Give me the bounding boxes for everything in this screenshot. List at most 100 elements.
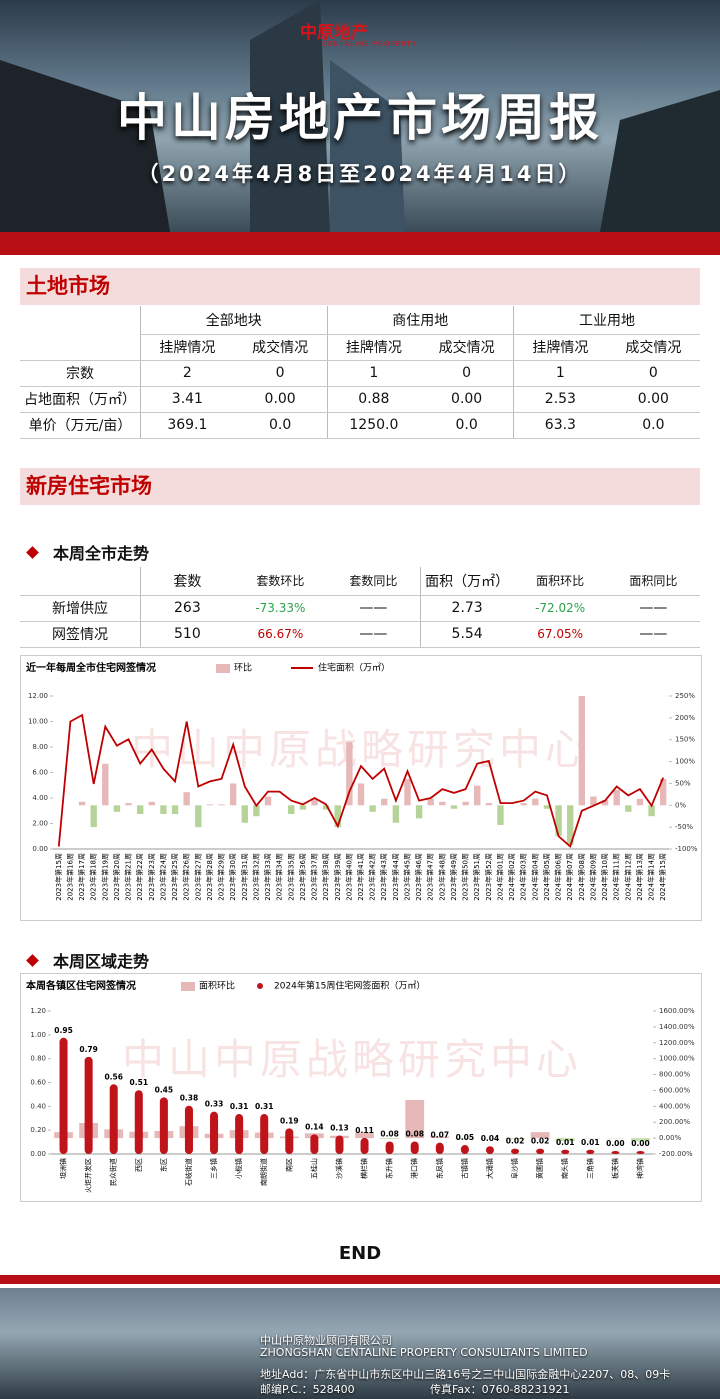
cell: 0.0	[420, 412, 514, 439]
x-tick-label: 阜沙镇	[510, 1158, 519, 1179]
y2-tick-label: 200.00%	[659, 1118, 690, 1126]
column	[235, 1114, 244, 1154]
header-row: 全部地块 商住用地 工业用地	[20, 306, 700, 335]
report-period: （2024年4月8日至2024年4月14日）	[137, 162, 583, 186]
x-tick-label: 东区	[159, 1158, 168, 1172]
x-tick-label: 2023年第16周	[65, 853, 74, 901]
bar	[543, 805, 551, 809]
column	[184, 1105, 193, 1154]
data-label: 0.31	[230, 1102, 249, 1111]
data-row: 新增供应 263 -73.33% —— 2.73 -72.02% ——	[20, 595, 700, 622]
bar	[334, 805, 341, 828]
x-tick-label: 2024年第05周	[542, 853, 551, 901]
x-tick-label: 横栏镇	[360, 1158, 369, 1179]
x-tick-label: 2023年第31周	[240, 853, 249, 901]
data-label: 0.33	[205, 1100, 224, 1109]
address: 地址Add：广东省中山市东区中山三路16号之三中山国际金融中心2207、08、0…	[260, 1368, 671, 1381]
x-tick-label: 2024年第11周	[612, 853, 621, 901]
end-mark: END	[338, 1243, 382, 1264]
bar	[125, 803, 132, 806]
cell: 0.0	[233, 412, 327, 439]
bar	[631, 1138, 650, 1142]
legend-swatch	[216, 664, 230, 673]
x-tick-label: 2023年第38周	[321, 853, 330, 901]
data-row: 单价（万元/亩） 369.1 0.0 1250.0 0.0 63.3 0.0	[20, 412, 700, 439]
x-tick-label: 2024年第07周	[565, 853, 574, 901]
x-tick-label: 2024年第14周	[647, 853, 656, 901]
x-tick-label: 2023年第30周	[228, 853, 237, 901]
x-tick-label: 2024年第01周	[495, 853, 504, 901]
y-tick-label: 10.00	[28, 718, 48, 726]
data-label: 0.02	[531, 1137, 550, 1146]
bar	[346, 741, 353, 806]
y2-tick-label: 0.00%	[659, 1134, 682, 1142]
cell: 0.0	[606, 412, 700, 439]
row-label: 新增供应	[20, 595, 141, 622]
x-tick-label: 南头镇	[560, 1158, 569, 1179]
data-label: 0.00	[606, 1139, 625, 1148]
subsection-title: 本周全市走势	[28, 540, 149, 564]
y2-tick-label: 100%	[675, 758, 695, 766]
red-band	[0, 1275, 720, 1284]
x-tick-label: 东凤镇	[435, 1158, 444, 1179]
column-header: 套数	[139, 567, 234, 596]
data-label: 0.38	[180, 1094, 199, 1103]
bar	[357, 783, 365, 806]
x-tick-label: 小榄镇	[234, 1158, 243, 1179]
column	[360, 1137, 369, 1154]
x-tick-label: 2023年第15周	[54, 853, 63, 901]
y2-tick-label: 1600.00%	[659, 1007, 695, 1015]
bar	[195, 805, 202, 828]
x-tick-label: 2023年第18周	[89, 853, 98, 901]
y2-tick-label: 0%	[675, 801, 686, 809]
bar	[241, 805, 248, 823]
cell: 0.00	[606, 386, 700, 413]
x-tick-label: 坦洲镇	[59, 1158, 68, 1179]
land-table: 全部地块 商住用地 工业用地 挂牌情况 成交情况 挂牌情况 成交情况 挂牌情况 成交情况 宗数 2 0…	[20, 306, 700, 439]
x-tick-label: 2024年第04周	[530, 853, 539, 901]
column	[385, 1141, 394, 1154]
data-label: 0.02	[506, 1137, 525, 1146]
x-tick-label: 2023年第28周	[205, 853, 214, 901]
column-header: 成交情况	[420, 334, 514, 361]
bar	[206, 804, 214, 806]
building	[0, 60, 170, 232]
x-tick-label: 2023年第19周	[100, 853, 109, 901]
header-row: 套数 套数环比 套数同比 面积（万㎡） 面积环比 面积同比	[20, 567, 700, 596]
x-tick-label: 2023年第46周	[414, 853, 423, 901]
x-tick-label: 2023年第32周	[251, 853, 260, 901]
y2-tick-label: 800.00%	[659, 1071, 690, 1079]
bar	[78, 801, 86, 806]
column-header: 面积环比	[513, 567, 607, 596]
column	[285, 1128, 294, 1154]
company: 中山中原物业顾问有限公司	[260, 1334, 392, 1347]
x-tick-label: 2024年第09周	[588, 853, 597, 901]
y-tick-label: 6.00	[32, 769, 48, 777]
y-tick-label: 4.00	[32, 794, 48, 802]
report-title: 中山房地产市场周报	[117, 89, 603, 147]
cell	[20, 306, 141, 334]
bar	[648, 805, 655, 817]
column	[460, 1145, 469, 1154]
postcode: 邮编P.C.：528400	[260, 1383, 355, 1396]
red-band	[0, 232, 720, 255]
data-label: 0.95	[54, 1026, 73, 1035]
x-tick-label: 西区	[135, 1158, 143, 1172]
data-label: 0.45	[155, 1085, 174, 1094]
group-header: 商住用地	[326, 306, 514, 335]
column	[561, 1149, 570, 1154]
bar	[505, 1138, 525, 1140]
row-label: 占地面积（万㎡）	[20, 386, 141, 413]
group-header: 全部地块	[140, 306, 327, 335]
column	[636, 1151, 645, 1154]
x-tick-label: 神湾镇	[635, 1158, 644, 1179]
x-tick-label: 2024年第15周	[658, 853, 667, 901]
data-label: 0.51	[130, 1078, 149, 1087]
column	[59, 1037, 68, 1154]
x-tick-label: 2023年第49周	[449, 853, 458, 901]
x-tick-label: 2023年第50周	[461, 853, 470, 901]
newhouse-table: 套数 套数环比 套数同比 面积（万㎡） 面积环比 面积同比 新增供应 263 -73.33% ——…	[20, 567, 700, 648]
bar	[636, 798, 644, 806]
x-tick-label: 2024年第03周	[519, 853, 528, 901]
header-row: 挂牌情况 成交情况 挂牌情况 成交情况 挂牌情况 成交情况	[20, 334, 700, 361]
